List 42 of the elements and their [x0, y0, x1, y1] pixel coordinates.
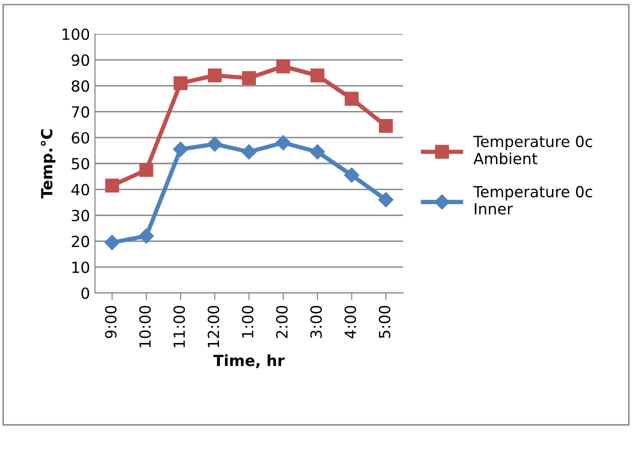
- x-tick-label: 5:00: [378, 306, 390, 338]
- y-tick-label: 20: [72, 236, 90, 248]
- point: [276, 59, 290, 74]
- x-tick-label: 2:00: [276, 306, 288, 338]
- point: [344, 92, 359, 106]
- legend-label: Temperature 0c Ambient: [473, 136, 592, 164]
- x-tick-label: 12:00: [208, 306, 220, 348]
- point: [310, 144, 326, 160]
- y-tick-label: 10: [72, 262, 90, 274]
- y-tick-label: 30: [72, 210, 90, 222]
- y-tick-label: 40: [71, 184, 90, 196]
- x-tick-label: 3:00: [310, 306, 322, 338]
- point: [241, 144, 257, 160]
- x-tick-label: 9:00: [104, 306, 117, 338]
- x-axis-title: Time, hr: [213, 354, 285, 368]
- x-tick-label: 4:00: [344, 306, 356, 338]
- point: [208, 68, 222, 82]
- x-tick-label: 1:00: [242, 306, 254, 338]
- y-tick-label: 100: [62, 28, 90, 40]
- point: [344, 168, 360, 183]
- point: [276, 135, 291, 150]
- point: [207, 136, 222, 152]
- point: [242, 71, 256, 85]
- point: [139, 163, 154, 177]
- point: [138, 228, 154, 244]
- point: [310, 68, 324, 82]
- y-tick-label: 80: [72, 80, 90, 92]
- y-tick-label: 50: [72, 158, 90, 170]
- y-tick-label: 70: [72, 106, 90, 118]
- y-axis-title: Temp.°C: [40, 129, 56, 199]
- y-tick-label: 0: [81, 287, 90, 300]
- x-tick-label: 10:00: [139, 306, 151, 348]
- x-tick-label: 11:00: [173, 306, 185, 348]
- legend-label: Temperature 0c Inner: [473, 186, 592, 215]
- point: [104, 234, 120, 250]
- y-tick-label: 90: [72, 54, 90, 66]
- point: [378, 192, 394, 208]
- point: [105, 178, 120, 192]
- point: [378, 119, 393, 133]
- point: [174, 76, 188, 90]
- point: [172, 142, 188, 157]
- y-tick-label: 60: [72, 132, 90, 144]
